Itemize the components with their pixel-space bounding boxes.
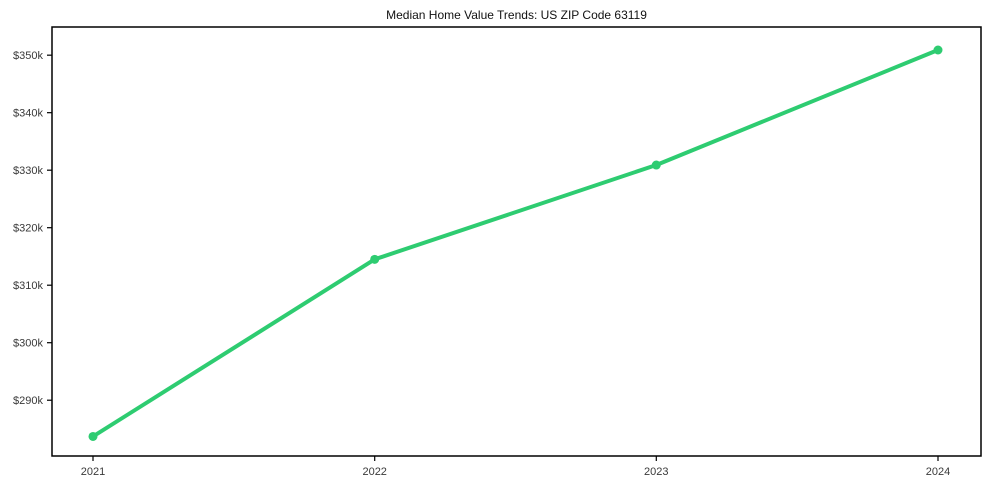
chart-title: Median Home Value Trends: US ZIP Code 63… — [386, 8, 647, 22]
plot-border — [51, 26, 982, 457]
y-axis-tick-label: $300k — [13, 338, 43, 350]
x-axis-tick-label: 2022 — [362, 466, 386, 478]
data-point-marker — [88, 431, 98, 441]
y-axis-tick-label: $320k — [13, 223, 43, 235]
data-point-marker — [370, 254, 380, 264]
x-axis-tick-label: 2023 — [644, 466, 668, 478]
data-point-marker — [651, 160, 661, 170]
data-point-marker — [933, 45, 943, 55]
y-axis-tick-label: $290k — [13, 395, 43, 407]
y-axis-tick-label: $310k — [13, 280, 43, 292]
x-axis-tick-label: 2024 — [926, 466, 950, 478]
y-axis-tick-label: $350k — [13, 50, 43, 62]
x-axis-tick-label: 2021 — [81, 466, 105, 478]
y-axis-tick-label: $330k — [13, 165, 43, 177]
trend-line — [91, 48, 940, 439]
y-axis-tick-label: $340k — [13, 108, 43, 120]
